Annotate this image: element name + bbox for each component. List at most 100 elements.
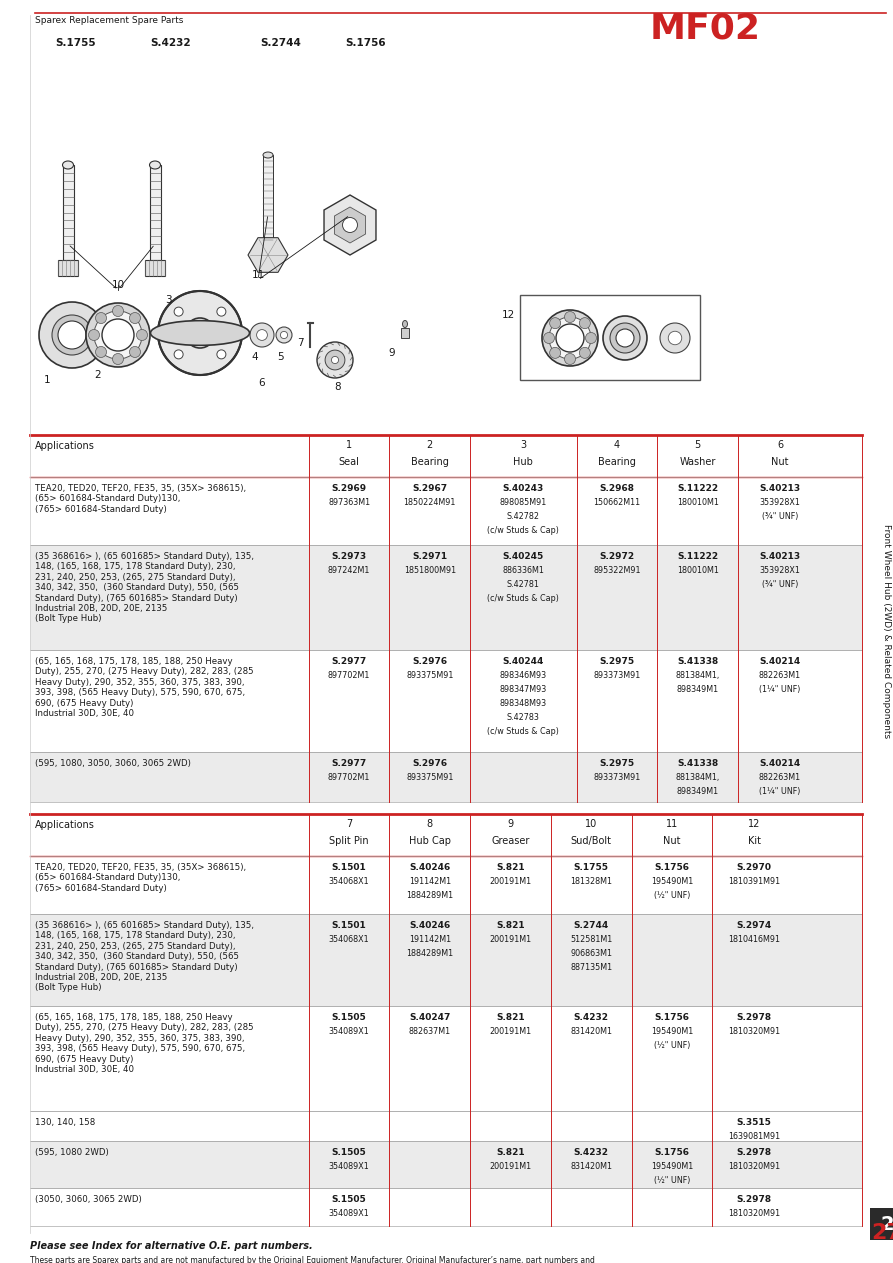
Text: S.2744: S.2744 [573, 921, 609, 930]
Text: 893375M91: 893375M91 [406, 773, 454, 782]
Circle shape [129, 346, 140, 357]
Text: 8: 8 [427, 818, 433, 829]
Text: 4: 4 [613, 440, 620, 450]
Text: 150662M11: 150662M11 [594, 498, 640, 506]
Circle shape [280, 331, 288, 338]
Text: 887135M1: 887135M1 [570, 962, 613, 973]
Circle shape [549, 317, 591, 359]
Circle shape [256, 330, 267, 341]
Bar [30, 751, 862, 802]
Bar [520, 296, 700, 380]
Bar [30, 434, 862, 477]
Text: S.821: S.821 [497, 921, 525, 930]
Text: S.40213: S.40213 [759, 484, 801, 493]
Text: S.2972: S.2972 [599, 552, 635, 561]
Text: 898348M93: 898348M93 [500, 698, 547, 709]
Text: 354068X1: 354068X1 [329, 877, 370, 887]
Text: Split Pin: Split Pin [330, 836, 369, 846]
Circle shape [542, 309, 598, 366]
Text: 191142M1: 191142M1 [409, 935, 451, 943]
Text: S.40214: S.40214 [759, 759, 801, 768]
Polygon shape [324, 195, 376, 255]
Circle shape [325, 350, 345, 370]
Text: 8: 8 [335, 381, 341, 392]
Text: Applications: Applications [35, 820, 95, 830]
Text: 893373M91: 893373M91 [593, 773, 640, 782]
Text: 11: 11 [251, 270, 264, 280]
Text: S.4232: S.4232 [573, 1013, 609, 1022]
Text: 191142M1: 191142M1 [409, 877, 451, 887]
Text: 9: 9 [507, 818, 513, 829]
Text: S.1755: S.1755 [573, 863, 609, 871]
Bar [149, 165, 161, 260]
Text: S.11222: S.11222 [677, 552, 718, 561]
Text: 1884289M1: 1884289M1 [406, 890, 454, 901]
Circle shape [113, 354, 123, 365]
Text: Kit: Kit [747, 836, 761, 846]
Text: S.2975: S.2975 [599, 759, 635, 768]
Text: 11: 11 [666, 818, 678, 829]
Text: S.42783: S.42783 [507, 714, 539, 722]
Text: (¾" UNF): (¾" UNF) [762, 512, 798, 522]
Text: 1810391M91: 1810391M91 [728, 877, 780, 887]
Text: 130, 140, 158: 130, 140, 158 [35, 1118, 96, 1127]
Text: 1884289M1: 1884289M1 [406, 949, 454, 959]
Text: S.1756: S.1756 [345, 38, 386, 48]
Circle shape [276, 327, 292, 344]
Text: MF02: MF02 [650, 13, 761, 45]
Text: Hub Cap: Hub Cap [409, 836, 451, 846]
Text: 906863M1: 906863M1 [571, 949, 613, 959]
Circle shape [550, 318, 561, 328]
Text: 895322M91: 895322M91 [593, 566, 640, 575]
Text: (595, 1080, 3050, 3060, 3065 2WD): (595, 1080, 3050, 3060, 3065 2WD) [35, 759, 191, 768]
Text: S.2978: S.2978 [737, 1195, 772, 1204]
Text: S.1756: S.1756 [655, 1013, 689, 1022]
Text: 886336M1: 886336M1 [503, 566, 545, 575]
Text: S.1501: S.1501 [331, 863, 366, 871]
Circle shape [88, 330, 99, 341]
Text: S.821: S.821 [497, 863, 525, 871]
Bar [30, 914, 862, 1007]
Text: S.40247: S.40247 [409, 1013, 450, 1022]
Text: S.40245: S.40245 [503, 552, 544, 561]
Text: S.2974: S.2974 [737, 921, 772, 930]
Text: S.2744: S.2744 [260, 38, 301, 48]
Circle shape [58, 321, 86, 349]
Text: 1639081M91: 1639081M91 [728, 1132, 780, 1140]
Text: (½" UNF): (½" UNF) [654, 1176, 690, 1185]
Text: S.1755: S.1755 [55, 38, 96, 48]
Text: S.2975: S.2975 [599, 657, 635, 666]
Text: 200191M1: 200191M1 [489, 877, 531, 887]
Text: 898085M91: 898085M91 [500, 498, 547, 506]
Text: 6: 6 [777, 440, 783, 450]
Circle shape [158, 290, 242, 375]
Text: S.2968: S.2968 [599, 484, 634, 493]
Circle shape [580, 347, 590, 359]
Text: 195490M1: 195490M1 [651, 877, 693, 887]
Text: S.4232: S.4232 [150, 38, 190, 48]
Text: 1810320M91: 1810320M91 [728, 1027, 780, 1036]
Text: 10: 10 [585, 818, 597, 829]
Text: S.40243: S.40243 [503, 484, 544, 493]
Text: S.1505: S.1505 [331, 1013, 366, 1022]
Text: Please see Index for alternative O.E. part numbers.: Please see Index for alternative O.E. pa… [30, 1242, 313, 1250]
Text: 897242M1: 897242M1 [328, 566, 371, 575]
Text: (½" UNF): (½" UNF) [654, 1041, 690, 1050]
Circle shape [550, 347, 561, 359]
Text: (65, 165, 168, 175, 178, 185, 188, 250 Heavy
Duty), 255, 270, (275 Heavy Duty), : (65, 165, 168, 175, 178, 185, 188, 250 H… [35, 657, 254, 717]
Text: Bearing: Bearing [598, 457, 636, 467]
Circle shape [250, 323, 274, 347]
Text: S.41338: S.41338 [677, 759, 718, 768]
Circle shape [96, 346, 106, 357]
Circle shape [217, 350, 226, 359]
Polygon shape [334, 207, 365, 242]
Text: S.2976: S.2976 [413, 759, 447, 768]
Circle shape [86, 303, 150, 368]
Text: S.2971: S.2971 [413, 552, 447, 561]
Text: S.40246: S.40246 [409, 921, 450, 930]
Text: S.40244: S.40244 [503, 657, 544, 666]
Text: Nut: Nut [772, 457, 789, 467]
Text: (3050, 3060, 3065 2WD): (3050, 3060, 3065 2WD) [35, 1195, 142, 1204]
Text: 893373M91: 893373M91 [593, 671, 640, 679]
Text: S.1756: S.1756 [655, 863, 689, 871]
